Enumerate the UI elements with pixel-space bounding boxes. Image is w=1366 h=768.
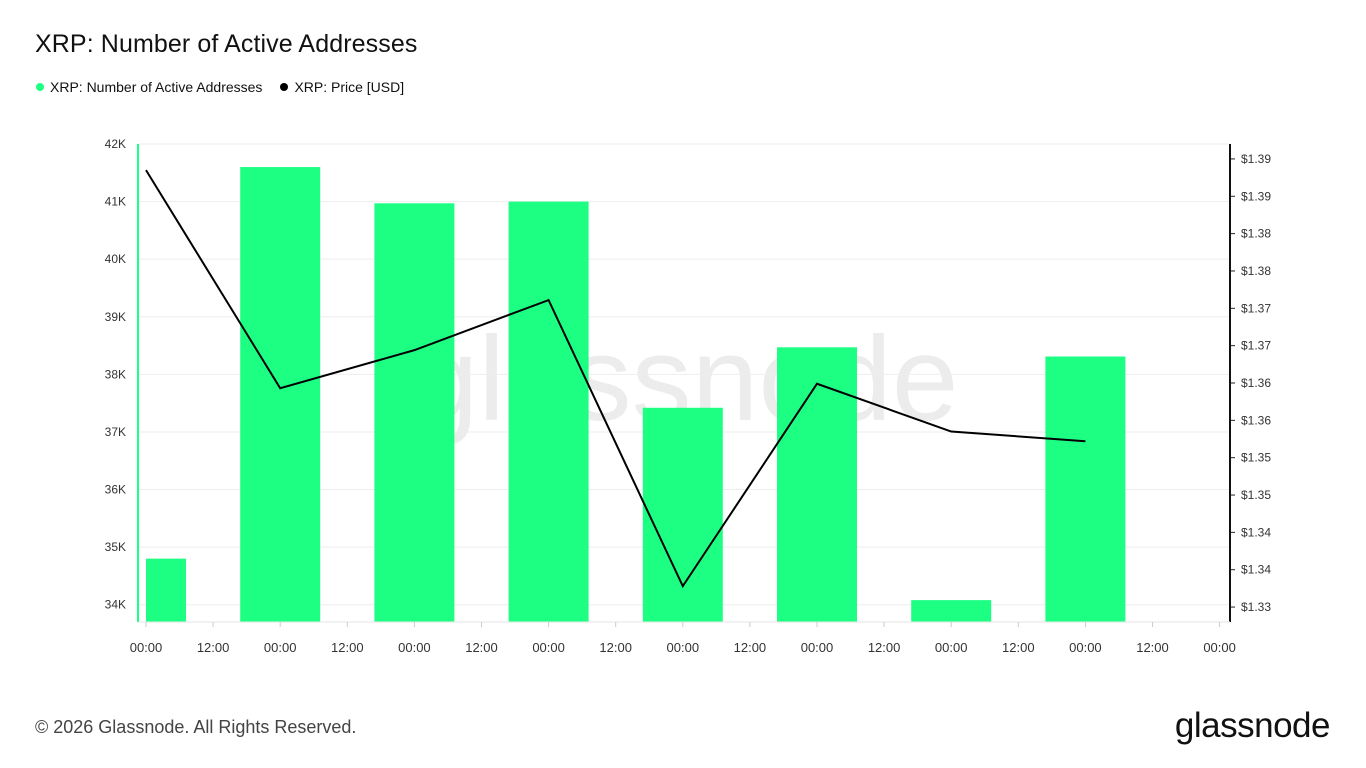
x-tick-label: 12:00 (1136, 640, 1169, 655)
legend-dot-active-addresses (36, 83, 44, 91)
legend-label-active-addresses: XRP: Number of Active Addresses (50, 79, 263, 95)
price-line (145, 169, 1086, 589)
bar (1045, 356, 1126, 622)
y-left-tick-label: 39K (105, 310, 126, 324)
x-tick-label: 12:00 (868, 640, 901, 655)
copyright-text: © 2026 Glassnode. All Rights Reserved. (35, 717, 357, 737)
bar-layer (146, 167, 1126, 623)
axis-layer: 34K 35K 36K 37K 38K 39K 40K 41K 42K $1.33 $1.34 $1.… (105, 137, 1272, 655)
y-left-tick-label: 42K (105, 137, 126, 151)
x-tick-label: 12:00 (734, 640, 767, 655)
x-tick-label: 00:00 (1069, 640, 1102, 655)
bar (374, 203, 455, 623)
x-tick-label: 12:00 (331, 640, 364, 655)
legend-label-price: XRP: Price [USD] (294, 79, 405, 95)
x-tick-label: 12:00 (465, 640, 498, 655)
x-tick-label: 00:00 (935, 640, 968, 655)
y-right-tick-label: $1.34 (1241, 563, 1271, 577)
line-layer (145, 169, 1086, 589)
x-tick-label: 00:00 (667, 640, 700, 655)
x-tick-label: 00:00 (398, 640, 431, 655)
y-left-tick-label: 37K (105, 425, 126, 439)
legend-item-active-addresses[interactable]: XRP: Number of Active Addresses (36, 79, 262, 95)
chart-title: XRP: Number of Active Addresses (35, 30, 418, 58)
bar (911, 600, 992, 622)
y-left-tick-label: 40K (105, 252, 126, 266)
x-tick-label: 00:00 (1203, 640, 1236, 655)
x-tick-label: 00:00 (130, 640, 163, 655)
y-left-tick-label: 35K (105, 540, 126, 554)
x-tick-label: 12:00 (197, 640, 230, 655)
legend: XRP: Number of Active Addresses XRP: Pri… (36, 79, 422, 95)
y-left-tick-label: 41K (105, 195, 126, 209)
chart-plot: glassnode 34K35K36K37K38K39K40K41K42K$1.… (105, 137, 1272, 655)
bar (508, 201, 589, 622)
y-right-tick-label: $1.34 (1241, 525, 1271, 539)
y-right-tick-label: $1.35 (1241, 488, 1271, 502)
x-tick-label: 00:00 (801, 640, 834, 655)
y-right-tick-label: $1.37 (1241, 339, 1271, 353)
bar (146, 558, 186, 622)
legend-dot-price (280, 83, 289, 91)
y-right-tick-label: $1.37 (1241, 301, 1271, 315)
y-right-tick-label: $1.36 (1241, 376, 1271, 390)
y-right-tick-label: $1.38 (1241, 264, 1271, 278)
y-right-tick-label: $1.39 (1241, 189, 1271, 203)
x-tick-label: 12:00 (1002, 640, 1035, 655)
x-tick-label: 00:00 (264, 640, 297, 655)
y-right-tick-label: $1.39 (1241, 152, 1271, 166)
y-left-tick-label: 34K (105, 598, 126, 612)
y-right-tick-label: $1.35 (1241, 451, 1271, 465)
y-right-tick-label: $1.38 (1241, 227, 1271, 241)
bar (777, 347, 857, 622)
bar (642, 407, 723, 622)
y-right-tick-label: $1.33 (1241, 600, 1271, 614)
glassnode-logo: glassnode (1174, 706, 1331, 745)
legend-item-price[interactable]: XRP: Price [USD] (280, 79, 404, 95)
bar (240, 167, 321, 623)
y-left-tick-label: 38K (105, 367, 126, 381)
y-left-tick-label: 36K (105, 483, 126, 497)
x-tick-label: 12:00 (599, 640, 632, 655)
y-right-tick-label: $1.36 (1241, 413, 1271, 427)
x-tick-label: 00:00 (532, 640, 565, 655)
